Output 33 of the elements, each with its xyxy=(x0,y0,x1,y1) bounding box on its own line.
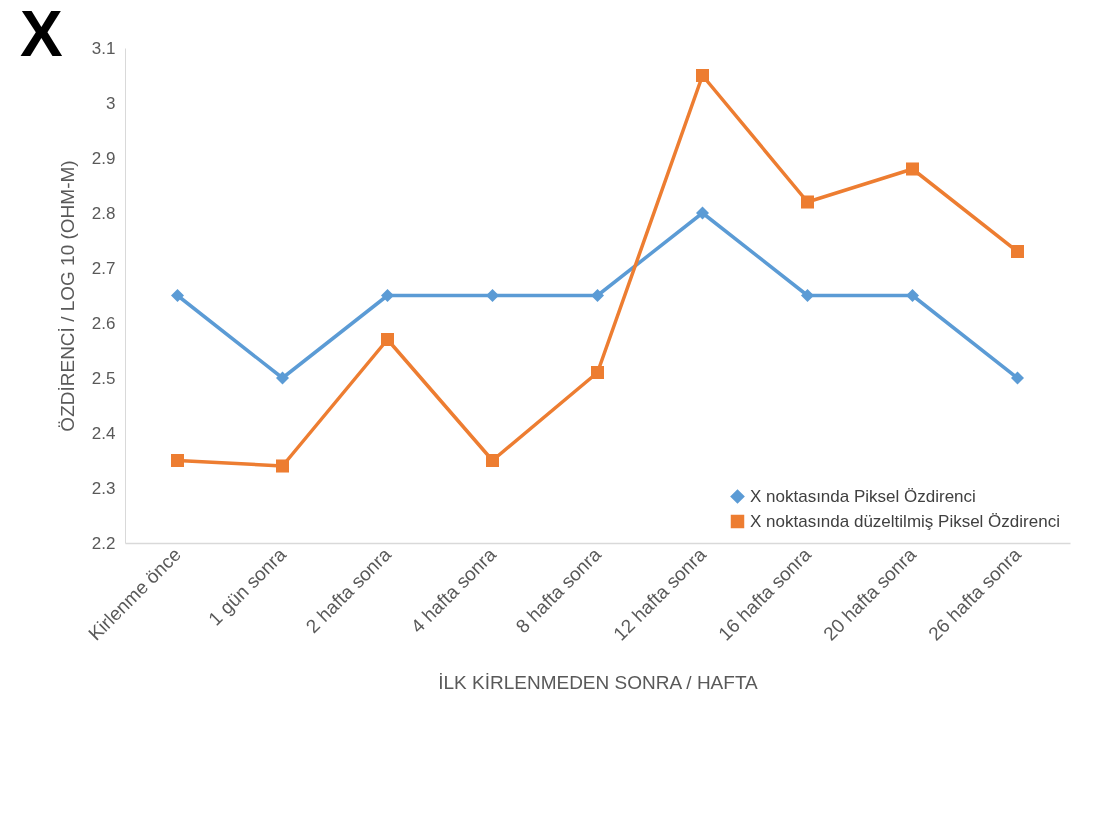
point xyxy=(485,453,500,468)
point xyxy=(1010,371,1025,385)
y-tick-label: 2.4 xyxy=(91,423,116,443)
point xyxy=(695,68,710,83)
point xyxy=(1010,244,1025,259)
point xyxy=(905,162,920,176)
point xyxy=(695,206,710,220)
point xyxy=(380,332,395,347)
y-tick-label: 2.3 xyxy=(91,478,116,498)
point xyxy=(800,195,815,209)
point xyxy=(380,288,395,303)
y-tick-label: 2.8 xyxy=(91,203,116,223)
chart-title: X xyxy=(20,0,63,70)
x-axis-title: İLK KİRLENMEDEN SONRA / HAFTA xyxy=(438,672,759,694)
y-tick-label: 2.2 xyxy=(91,533,116,553)
point xyxy=(275,459,290,473)
y-axis-title: ÖZDİRENCİ / LOG 10 (OHM-M) xyxy=(56,160,78,432)
legend-label: X noktasında Piksel Özdirenci xyxy=(750,486,976,506)
y-tick-label: 3 xyxy=(106,93,116,113)
point xyxy=(275,371,290,385)
point xyxy=(170,288,185,303)
point xyxy=(485,288,500,303)
legend-label: X noktasında düzeltilmiş Piksel Özdirenci xyxy=(750,511,1060,531)
y-tick-label: 2.6 xyxy=(91,313,116,333)
point xyxy=(800,288,815,303)
point xyxy=(590,365,605,380)
point xyxy=(170,453,185,468)
y-tick-label: 3.1 xyxy=(91,38,116,58)
y-tick-label: 2.9 xyxy=(91,148,116,168)
y-tick-label: 2.7 xyxy=(91,258,116,278)
point xyxy=(590,288,605,303)
y-tick-label: 2.5 xyxy=(91,368,116,388)
point xyxy=(905,288,920,303)
